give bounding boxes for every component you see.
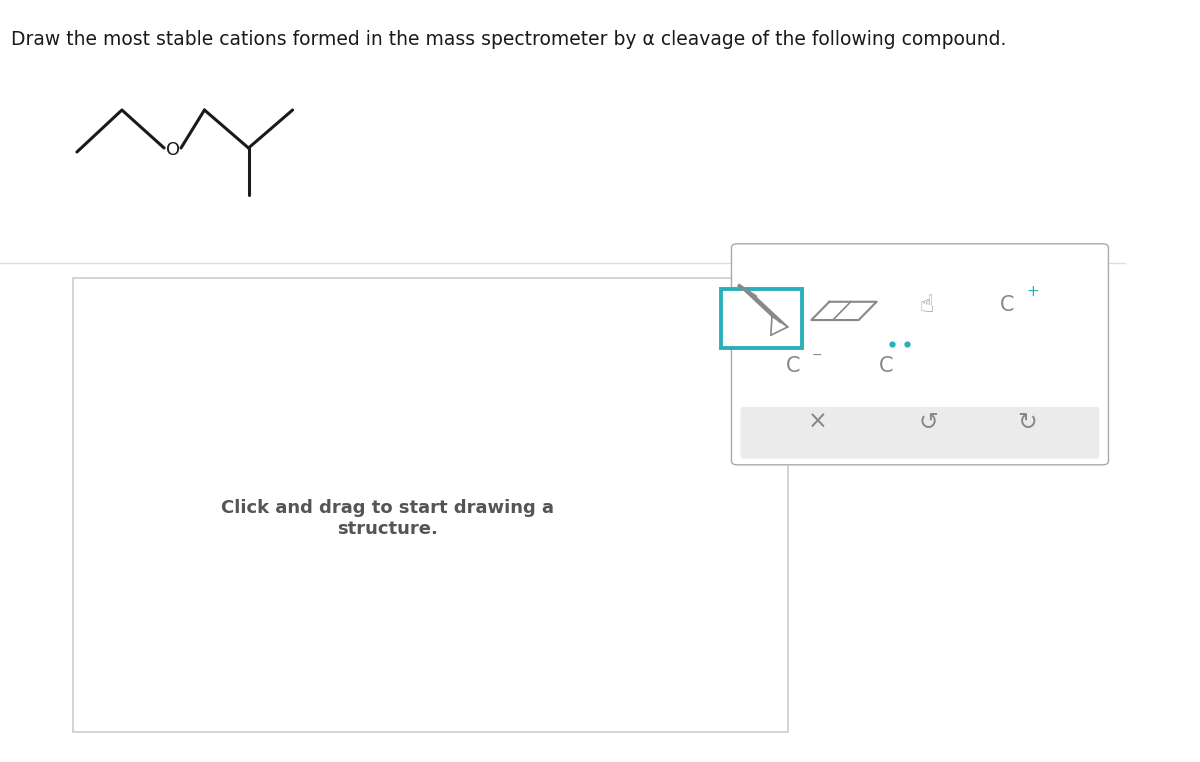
Text: Click and drag to start drawing a
structure.: Click and drag to start drawing a struct… [221,499,554,538]
Text: ×: × [809,410,828,434]
FancyBboxPatch shape [740,407,1099,459]
Text: ↻: ↻ [1018,410,1037,434]
FancyBboxPatch shape [721,289,803,348]
Text: C: C [878,356,893,376]
FancyBboxPatch shape [73,278,787,732]
Text: C: C [786,356,800,376]
Text: ↺: ↺ [918,410,938,434]
Text: +: + [1027,283,1039,299]
Text: −: − [811,348,822,362]
Text: O: O [167,141,180,159]
FancyBboxPatch shape [732,244,1109,465]
Text: ☝: ☝ [919,293,934,317]
Text: Draw the most stable cations formed in the mass spectrometer by α cleavage of th: Draw the most stable cations formed in t… [11,30,1007,50]
Text: C: C [1000,295,1014,315]
